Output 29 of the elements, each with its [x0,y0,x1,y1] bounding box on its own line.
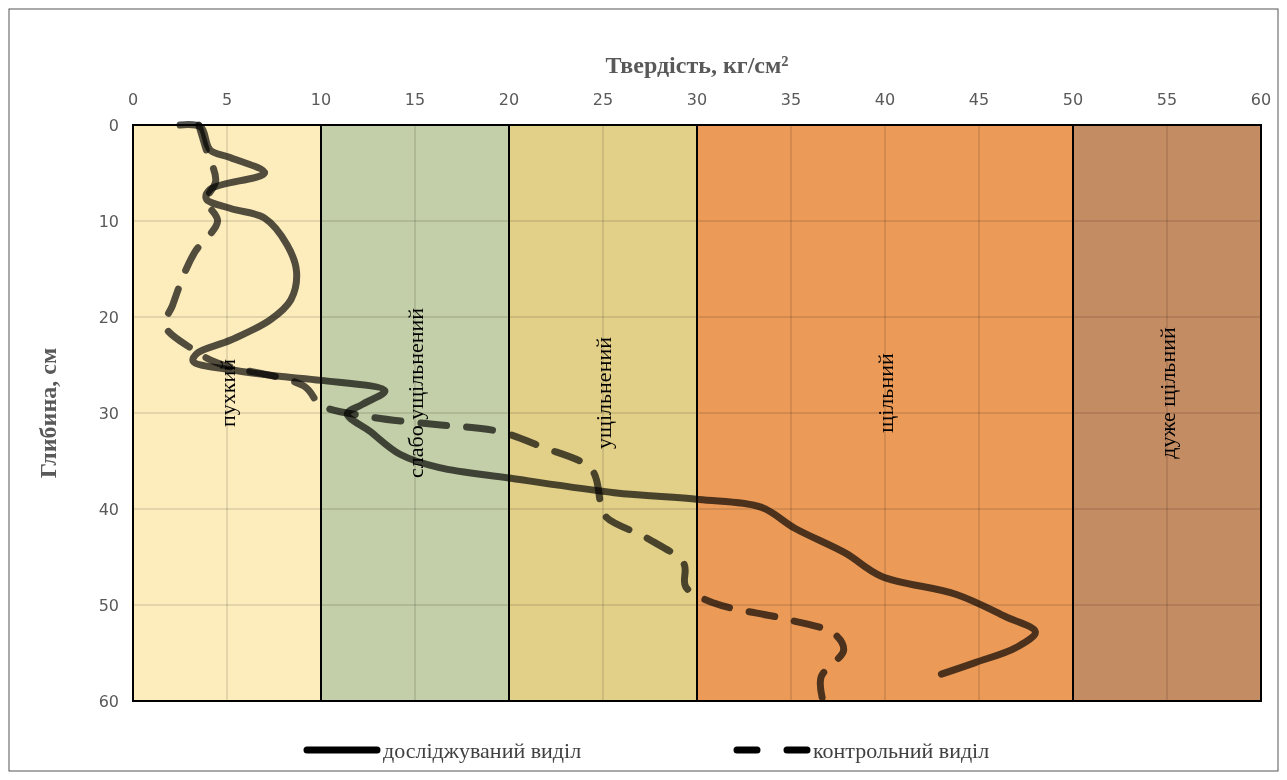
band-label: пухкий [214,358,240,428]
x-tick-label: 20 [498,90,520,109]
y-tick-label: 20 [98,307,119,327]
x-axis-title: Твердість, кг/см² [605,52,789,78]
y-tick-label: 30 [98,403,119,423]
legend-label: досліджуваний виділ [383,737,582,763]
x-tick-label: 40 [874,90,896,109]
x-tick-label: 35 [780,90,802,109]
x-tick-label: 60 [1250,90,1272,109]
y-tick-label: 50 [98,595,119,615]
x-tick-label: 25 [592,90,614,109]
y-axis-title: Глибина, см [35,347,61,479]
x-tick-label: 10 [310,90,332,109]
x-tick-label: 15 [404,90,426,109]
y-tick-label: 60 [98,691,119,711]
band-label: дуже щільний [1154,327,1180,459]
x-tick-label: 30 [686,90,708,109]
y-tick-label: 40 [98,499,119,519]
x-tick-label: 5 [221,90,233,109]
x-tick-label: 50 [1062,90,1084,109]
band-label: щільний [872,353,898,433]
x-tick-label: 0 [127,90,139,109]
x-tick-label: 55 [1156,90,1178,109]
x-tick-label: 45 [968,90,990,109]
band-label: слабо ущільнений [402,307,428,479]
y-tick-label: 0 [108,115,119,135]
y-tick-label: 10 [98,211,119,231]
legend-label: контрольний виділ [813,737,990,763]
band-label: ущільнений [590,336,616,449]
